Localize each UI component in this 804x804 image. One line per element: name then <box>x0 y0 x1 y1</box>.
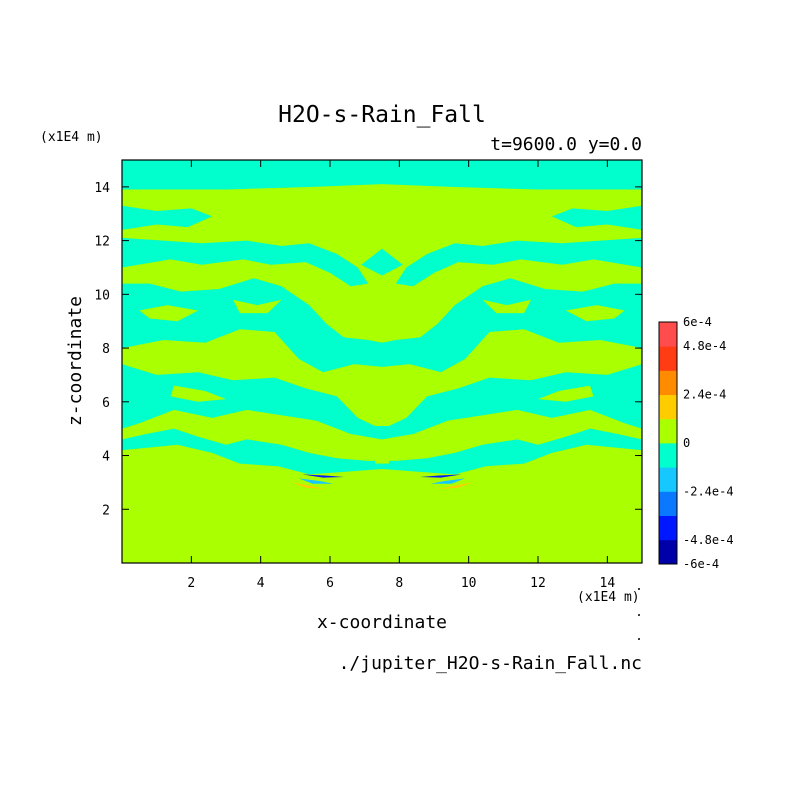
contour-region <box>551 205 642 230</box>
y-tick-label: 4 <box>102 450 110 465</box>
contour-region <box>122 205 213 230</box>
colorbar-band <box>659 467 677 492</box>
y-tick-label: 10 <box>94 288 110 303</box>
y-tick-label: 14 <box>94 181 110 196</box>
colorbar-band <box>659 346 677 371</box>
x-tick-label: 6 <box>326 576 334 591</box>
x-axis-ticks: 2 4 6 8 10 12 14 <box>187 160 615 591</box>
contour-region <box>565 305 625 322</box>
contour-region <box>361 248 403 276</box>
colorbar: 6e-4 4.8e-4 2.4e-4 0 -2.4e-4 -4.8e-4 -6e-4 <box>658 315 734 571</box>
x-tick-label: 10 <box>461 576 477 591</box>
x-axis-label: x-coordinate <box>317 612 447 633</box>
x-unit-label: (x1E4 m) <box>577 590 640 605</box>
contour-region <box>382 278 642 373</box>
colorbar-band <box>659 322 677 347</box>
colorbar-tick-label: 0 <box>683 436 690 450</box>
colorbar-band <box>659 491 677 516</box>
y-unit-label: (x1E4 m) <box>40 130 103 145</box>
contour-region <box>437 482 473 490</box>
contour-region <box>122 364 382 440</box>
colorbar-band <box>659 515 677 541</box>
y-axis-label: z-coordinate <box>65 296 86 426</box>
y-tick-label: 12 <box>94 235 110 250</box>
y-axis-ticks: 2 4 6 8 10 12 14 <box>94 181 642 518</box>
contour-region <box>382 364 642 440</box>
colorbar-tick-label: 6e-4 <box>683 315 712 329</box>
contour-region <box>291 482 327 490</box>
field-contours <box>122 160 642 490</box>
colorbar-frame <box>658 321 678 565</box>
colorbar-tick-label: 2.4e-4 <box>683 388 726 402</box>
colorbar-tick-label: 4.8e-4 <box>683 339 726 353</box>
contour-region <box>122 428 382 475</box>
colorbar-band <box>659 394 677 420</box>
colorbar-band <box>659 418 677 444</box>
x-tick-label: 2 <box>187 576 195 591</box>
x-tick-label: 4 <box>257 576 265 591</box>
plot-frame <box>121 159 643 564</box>
colorbar-tick-label: -4.8e-4 <box>683 533 734 547</box>
contour-region <box>139 305 199 322</box>
contour-region <box>420 474 462 478</box>
contour-region <box>122 278 382 373</box>
contour-region <box>122 160 642 190</box>
contour-region <box>298 478 334 484</box>
colorbar-band <box>659 539 677 565</box>
contour-region <box>482 299 532 314</box>
colorbar-tick-label: -2.4e-4 <box>683 484 734 498</box>
chart-subtitle: t=9600.0 y=0.0 <box>490 134 642 155</box>
contour-region <box>302 474 344 478</box>
y-tick-label: 2 <box>102 503 110 518</box>
y-tick-label: 6 <box>102 396 110 411</box>
x-tick-label: 8 <box>395 576 403 591</box>
contour-region <box>382 428 642 475</box>
contour-region <box>430 478 466 484</box>
colorbar-band <box>659 443 677 468</box>
chart-title: H2O-s-Rain_Fall <box>278 102 486 128</box>
contour-region <box>371 283 393 295</box>
contour-region <box>538 385 594 402</box>
x-tick-label: 14 <box>600 576 616 591</box>
plot-marks <box>638 588 640 640</box>
contour-region <box>375 458 389 464</box>
colorbar-tick-label: -6e-4 <box>683 557 719 571</box>
y-tick-label: 8 <box>102 342 110 357</box>
contour-region <box>395 237 642 287</box>
contour-region <box>122 237 369 287</box>
x-tick-label: 12 <box>530 576 546 591</box>
source-file-label: ./jupiter_H2O-s-Rain_Fall.nc <box>339 653 642 674</box>
contour-region <box>170 385 226 402</box>
plot-area <box>121 159 643 564</box>
colorbar-band <box>659 370 677 395</box>
contour-region <box>232 299 282 314</box>
